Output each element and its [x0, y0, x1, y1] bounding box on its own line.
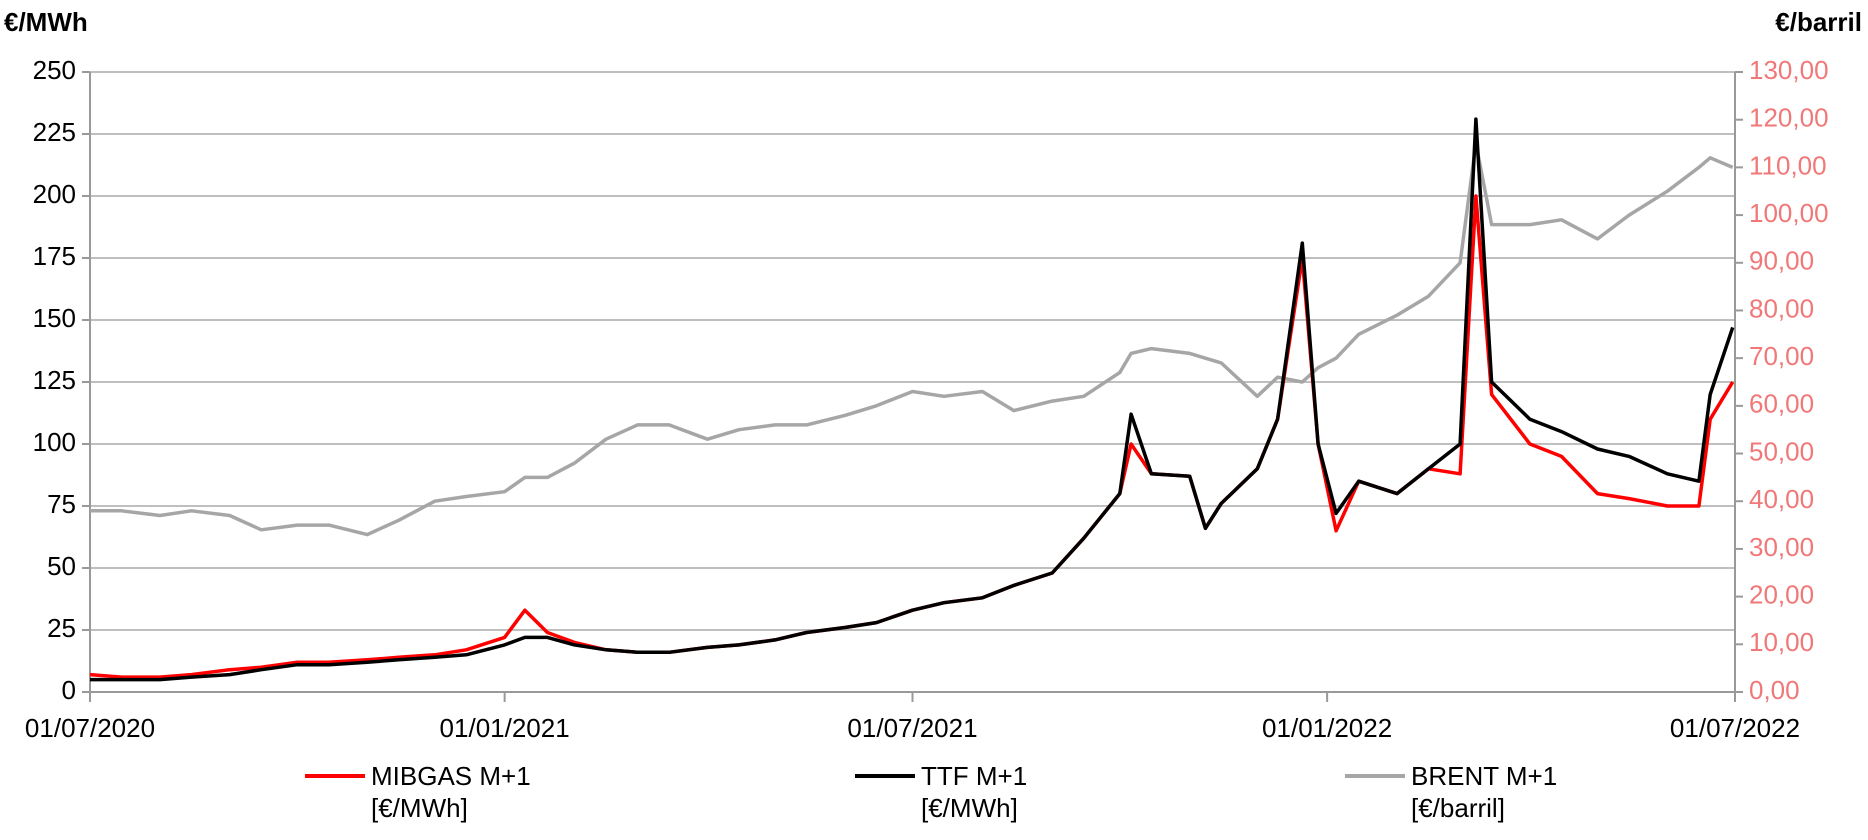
legend-label: MIBGAS M+1 [€/MWh] [371, 761, 531, 823]
x-tick-label: 01/07/2020 [25, 713, 155, 740]
y-tick-label: 100 [33, 427, 76, 457]
y2-tick-label: 80,00 [1749, 293, 1814, 323]
y-tick-label: 25 [47, 613, 76, 643]
x-tick-label: 01/01/2022 [1262, 713, 1392, 740]
y2-tick-label: 20,00 [1749, 579, 1814, 609]
y-tick-label: 50 [47, 551, 76, 581]
y2-tick-label: 10,00 [1749, 627, 1814, 657]
legend-swatch [855, 774, 915, 778]
y2-tick-label: 90,00 [1749, 246, 1814, 276]
y-tick-label: 200 [33, 179, 76, 209]
x-tick-label: 01/01/2021 [440, 713, 570, 740]
legend-swatch [305, 774, 365, 778]
y-tick-label: 250 [33, 55, 76, 85]
legend-label: BRENT M+1 [€/barril] [1411, 761, 1558, 823]
y-tick-label: 150 [33, 303, 76, 333]
y2-axis-title: €/barril [1775, 7, 1862, 37]
y-tick-label: 175 [33, 241, 76, 271]
y2-tick-label: 50,00 [1749, 436, 1814, 466]
legend-item: BRENT M+1 [€/barril] [1345, 760, 1611, 824]
y-tick-label: 0 [62, 675, 76, 705]
y2-tick-label: 130,00 [1749, 55, 1829, 85]
y-axis-title: €/MWh [4, 7, 88, 37]
legend-item: MIBGAS M+1 [€/MWh] [305, 760, 571, 824]
y-tick-label: 125 [33, 365, 76, 395]
y2-tick-label: 100,00 [1749, 198, 1829, 228]
y2-tick-label: 40,00 [1749, 484, 1814, 514]
y2-tick-label: 110,00 [1749, 150, 1827, 180]
y-tick-label: 75 [47, 489, 76, 519]
legend-swatch [1345, 774, 1405, 778]
y2-tick-label: 120,00 [1749, 103, 1829, 133]
y2-tick-label: 0,00 [1749, 675, 1800, 705]
series-line [90, 117, 1735, 682]
x-tick-label: 01/07/2021 [847, 713, 977, 740]
legend-item: TTF M+1 [€/MWh] [855, 760, 1121, 824]
y-tick-label: 225 [33, 117, 76, 147]
y2-tick-label: 70,00 [1749, 341, 1814, 371]
chart: €/MWh €/barril 0 25 50 75 100 125 150 175 200 225… [4, 7, 1862, 743]
x-tick-label: 01/07/2022 [1670, 713, 1800, 740]
y2-tick-label: 60,00 [1749, 389, 1814, 419]
legend-label: TTF M+1 [€/MWh] [921, 761, 1028, 823]
y2-tick-label: 30,00 [1749, 532, 1814, 562]
